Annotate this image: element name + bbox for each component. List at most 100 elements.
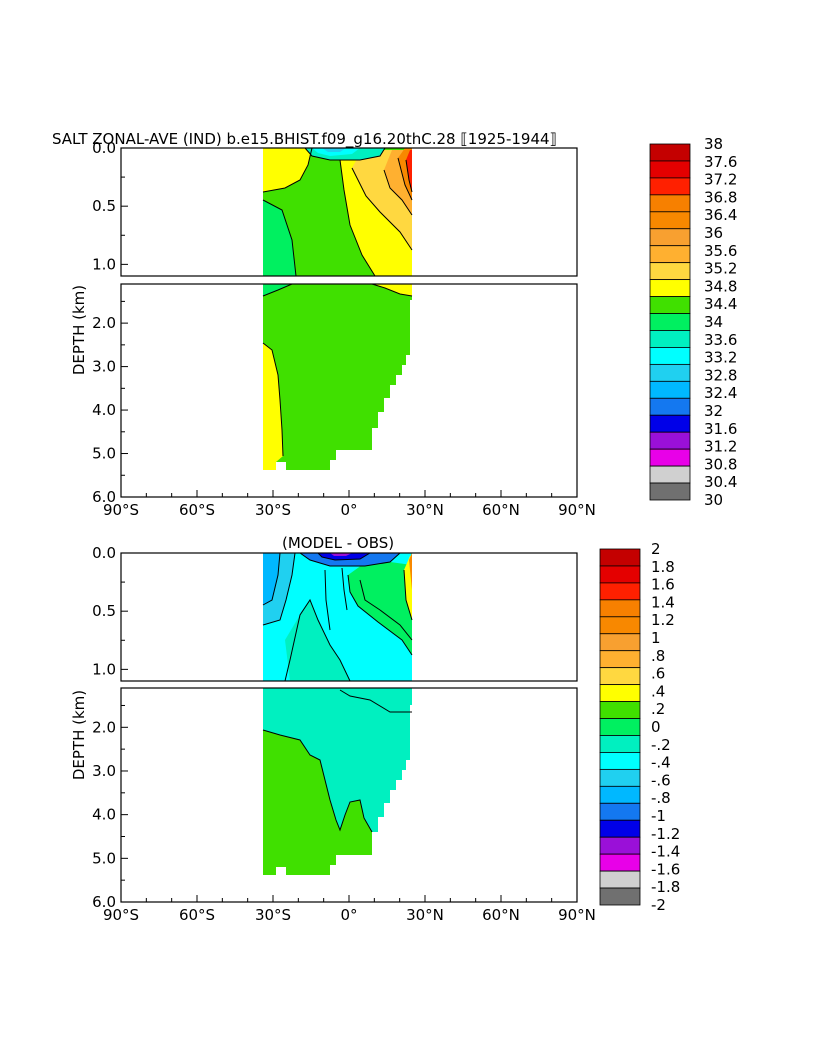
colorbar-label: 36.8 <box>704 188 737 206</box>
x-tick-label: 60°N <box>482 906 520 924</box>
colorbar-swatch <box>599 870 641 889</box>
colorbar-label: 1.6 <box>651 576 675 594</box>
diff-lower-panel <box>262 688 412 875</box>
colorbar-swatch <box>599 616 641 635</box>
y-tick-label: 2.0 <box>92 314 116 332</box>
colorbar-label: 1.8 <box>651 558 675 576</box>
colorbar-label: 32.4 <box>704 384 737 402</box>
colorbar-swatch <box>599 599 641 618</box>
region-southern-fresh-core <box>263 553 280 605</box>
colorbar-swatch <box>649 245 691 264</box>
y-tick-label: 0.5 <box>92 197 116 215</box>
y-tick-label: 0.0 <box>92 544 116 562</box>
y-tick-label: 4.0 <box>92 806 116 824</box>
y-tick-label: 0.5 <box>92 602 116 620</box>
region-red-sea-2 <box>406 150 412 192</box>
colorbar-swatch <box>599 853 641 872</box>
colorbar-label: .8 <box>651 647 665 665</box>
colorbar-swatch <box>649 397 691 416</box>
colorbar-label: 31.2 <box>704 438 737 456</box>
y-tick-label: 0.0 <box>92 139 116 157</box>
colorbar-label: 36.4 <box>704 206 737 224</box>
colorbar-swatch <box>649 177 691 196</box>
diff-upper-panel <box>262 553 413 681</box>
colorbar-swatch <box>649 194 691 213</box>
colorbar-label: -1 <box>651 807 666 825</box>
region-near-zero <box>285 600 350 681</box>
colorbar-swatch <box>599 752 641 770</box>
colorbar-label: -1.2 <box>651 825 680 843</box>
y-axis-label-top: DEPTH (km) <box>70 285 88 375</box>
colorbar-label: .4 <box>651 682 665 700</box>
colorbar-swatch <box>599 565 641 584</box>
x-tick-label: 60°S <box>179 906 215 924</box>
colorbar-label: 34.8 <box>704 277 737 295</box>
colorbar-label: 31.6 <box>704 420 737 438</box>
colorbar-label: 35.6 <box>704 242 737 260</box>
colorbar-swatch <box>649 160 691 179</box>
x-tick-label: 0° <box>340 501 357 519</box>
colorbar-swatch <box>599 718 641 736</box>
colorbar-label: 35.2 <box>704 260 737 278</box>
colorbar-label: 1.2 <box>651 611 675 629</box>
colorbar-label: 32.8 <box>704 366 737 384</box>
colorbar-label: 33.2 <box>704 349 737 367</box>
colorbar-swatch <box>599 667 641 686</box>
region-northern-yellow <box>404 556 412 620</box>
colorbar-swatch <box>649 143 691 162</box>
colorbar-swatch <box>599 819 641 838</box>
colorbar-label: 37.2 <box>704 171 737 189</box>
colorbar-swatch <box>599 548 641 567</box>
colorbar-label: -1.4 <box>651 843 680 861</box>
colorbar-swatch <box>599 633 641 652</box>
colorbar-swatch <box>599 650 641 669</box>
colorbar-swatch <box>649 448 691 467</box>
colorbar-swatch <box>599 836 641 855</box>
colorbar-swatch <box>649 330 691 348</box>
colorbar-label: 30.8 <box>704 455 737 473</box>
colorbars: 3837.637.236.836.43635.635.234.834.43433… <box>599 135 737 914</box>
x-tick-label: 0° <box>340 906 357 924</box>
region-northern-orange <box>409 553 412 590</box>
colorbar-label: 0 <box>651 718 661 736</box>
y-tick-label: 1.0 <box>92 660 116 678</box>
region-northern-positive-2 <box>348 562 412 655</box>
colorbar-swatch <box>599 701 641 719</box>
colorbar-label: 2 <box>651 540 661 558</box>
colorbar-swatch <box>599 802 641 821</box>
colorbar-label: -.2 <box>651 736 671 754</box>
colorbar-label: 37.6 <box>704 153 737 171</box>
colorbar-label: -2 <box>651 896 666 914</box>
x-tick-label: 90°S <box>103 906 139 924</box>
salinity-upper-frame <box>120 147 578 277</box>
colorbar-swatch <box>599 887 641 906</box>
colorbar-swatch <box>649 482 691 501</box>
y-tick-label: 6.0 <box>92 488 116 506</box>
colorbar-swatch <box>649 465 691 484</box>
y-tick-label: 4.0 <box>92 401 116 419</box>
y-tick-label: 3.0 <box>92 762 116 780</box>
colorbar-swatch <box>649 296 691 314</box>
colorbar-swatch <box>599 684 641 702</box>
salinity-upper-panel <box>262 148 413 276</box>
x-tick-label: 90°S <box>103 501 139 519</box>
colorbar-label: .6 <box>651 665 665 683</box>
salinity-lower-panel <box>262 284 413 470</box>
colorbar-label: 1.4 <box>651 593 675 611</box>
colorbar-label: -.6 <box>651 771 671 789</box>
colorbar-label: 34 <box>704 313 723 331</box>
x-tick-label: 30°S <box>255 501 291 519</box>
colorbar-swatch <box>649 279 691 297</box>
y-tick-label: 5.0 <box>92 849 116 867</box>
colorbar-label: 33.6 <box>704 331 737 349</box>
y-tick-label: 1.0 <box>92 255 116 273</box>
region-deep-positive <box>263 730 372 875</box>
colorbar-swatch <box>599 768 641 787</box>
colorbar-label: 30.4 <box>704 473 737 491</box>
colorbar-swatch <box>599 735 641 753</box>
x-tick-label: 60°S <box>179 501 215 519</box>
x-tick-label: 30°N <box>406 906 444 924</box>
colorbar-swatch <box>649 380 691 399</box>
